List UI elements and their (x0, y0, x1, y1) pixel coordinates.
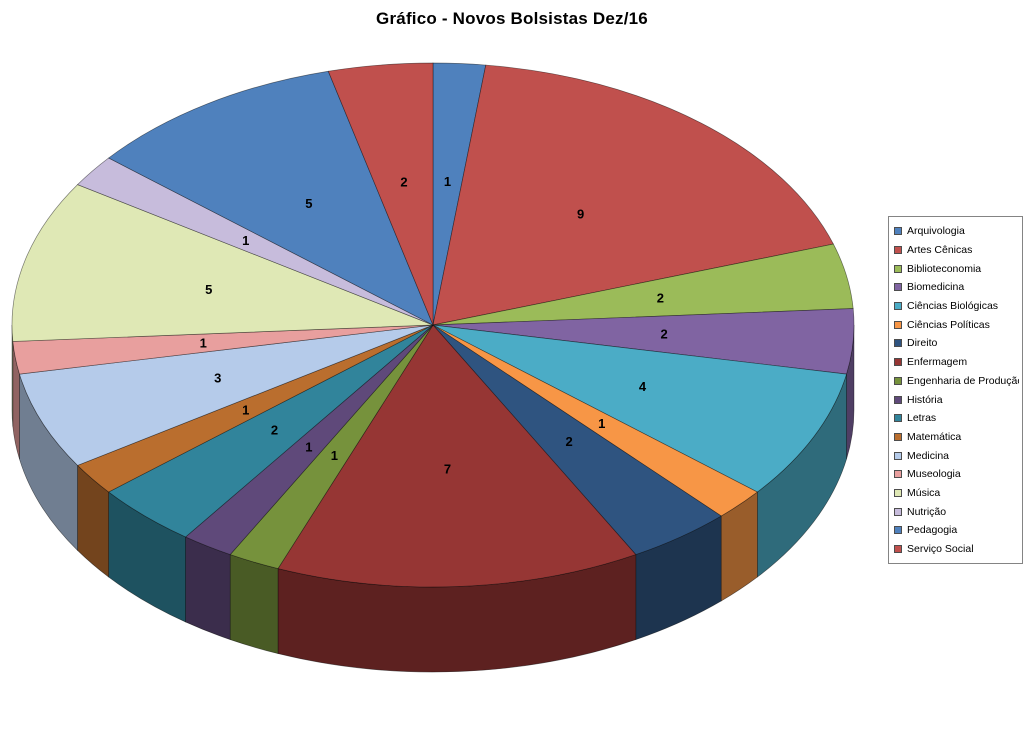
legend-item-matematica[interactable]: Matemática (894, 428, 1019, 447)
legend-label: Direito (907, 337, 938, 350)
data-label-musica: 5 (205, 282, 212, 297)
data-label-enfermagem: 7 (444, 461, 451, 476)
legend-swatch (894, 545, 902, 554)
legend-label: Pedagogia (907, 524, 958, 537)
pie-slice-ciencias-biologicas[interactable] (432, 324, 847, 493)
legend-item-ciencias-politicas[interactable]: Ciências Políticas (894, 315, 1019, 334)
data-label-museologia: 1 (200, 336, 207, 351)
legend-label: Ciências Políticas (907, 318, 990, 331)
legend-label: Letras (907, 412, 937, 425)
pie-slice-side-engenharia-de-producao (229, 554, 279, 654)
pie-slice-pedagogia[interactable] (107, 70, 434, 326)
pie-slice-medicina[interactable] (19, 324, 434, 466)
data-label-direito: 2 (565, 434, 572, 449)
legend-item-direito[interactable]: Direito (894, 334, 1019, 353)
legend-item-musica[interactable]: Música (894, 484, 1019, 503)
data-label-biblioteconomia: 2 (657, 291, 664, 306)
legend-label: Música (907, 486, 941, 499)
legend-swatch (894, 320, 902, 329)
legend-swatch (894, 488, 902, 497)
legend-label: História (907, 393, 943, 406)
legend-item-biomedicina[interactable]: Biomedicina (894, 278, 1019, 297)
data-label-artes-cenicas: 9 (577, 207, 584, 222)
legend-item-engenharia-de-producao[interactable]: Engenharia de Produção (894, 372, 1019, 391)
data-label-matematica: 1 (242, 402, 249, 417)
data-label-biomedicina: 2 (660, 327, 667, 342)
legend-label: Medicina (907, 449, 950, 462)
legend-label: Enfermagem (907, 356, 968, 369)
data-label-medicina: 3 (214, 371, 221, 386)
data-label-nutricao: 1 (242, 233, 249, 248)
data-label-ciencias-biologicas: 4 (639, 379, 647, 394)
data-label-servico-social: 2 (400, 175, 407, 190)
legend-swatch (894, 432, 902, 441)
legend-swatch (894, 526, 902, 535)
legend-label: Serviço Social (907, 543, 974, 556)
legend-swatch (894, 302, 902, 311)
legend-item-artes-cenicas[interactable]: Artes Cênicas (894, 241, 1019, 260)
legend-label: Engenharia de Produção (907, 374, 1019, 387)
legend-label: Museologia (907, 468, 961, 481)
legend-item-enfermagem[interactable]: Enfermagem (894, 353, 1019, 372)
legend-swatch (894, 376, 902, 385)
legend-swatch (894, 264, 902, 273)
legend-item-servico-social[interactable]: Serviço Social (894, 540, 1019, 559)
legend-item-historia[interactable]: História (894, 390, 1019, 409)
legend-label: Biomedicina (907, 281, 965, 294)
data-label-engenharia-de-producao: 1 (331, 448, 338, 463)
legend-item-biblioteconomia[interactable]: Biblioteconomia (894, 259, 1019, 278)
legend-label: Biblioteconomia (907, 262, 982, 275)
legend-label: Ciências Biológicas (907, 300, 999, 313)
legend-swatch (894, 283, 902, 292)
data-label-arquivologia: 1 (444, 174, 451, 189)
data-label-pedagogia: 5 (305, 196, 312, 211)
legend-item-nutricao[interactable]: Nutrição (894, 502, 1019, 521)
legend-swatch (894, 227, 902, 236)
data-label-historia: 1 (305, 439, 312, 454)
legend-swatch (894, 339, 902, 348)
data-label-letras: 2 (271, 423, 278, 438)
legend-label: Arquivologia (907, 225, 965, 238)
legend-item-medicina[interactable]: Medicina (894, 446, 1019, 465)
legend-label: Artes Cênicas (907, 244, 973, 257)
pie-slice-artes-cenicas[interactable] (432, 64, 834, 326)
legend-label: Matemática (907, 430, 962, 443)
legend: Arquivologia Artes Cênicas Biblioteconomia… (888, 216, 1023, 565)
data-label-ciencias-politicas: 1 (598, 416, 605, 431)
legend-swatch (894, 451, 902, 460)
chart-title: Gráfico - Novos Bolsistas Dez/16 (376, 9, 648, 28)
pie-slice-enfermagem[interactable] (277, 324, 637, 588)
legend-item-ciencias-biologicas[interactable]: Ciências Biológicas (894, 297, 1019, 316)
legend-item-museologia[interactable]: Museologia (894, 465, 1019, 484)
legend-swatch (894, 470, 902, 479)
legend-item-pedagogia[interactable]: Pedagogia (894, 521, 1019, 540)
legend-swatch (894, 414, 902, 423)
pie-slice-musica[interactable] (11, 184, 434, 342)
legend-item-letras[interactable]: Letras (894, 409, 1019, 428)
pie-slice-servico-social[interactable] (327, 62, 434, 326)
legend-item-arquivologia[interactable]: Arquivologia (894, 222, 1019, 241)
legend-swatch (894, 395, 902, 404)
legend-swatch (894, 507, 902, 516)
legend-swatch (894, 358, 902, 367)
legend-label: Nutrição (907, 505, 947, 518)
legend-swatch (894, 246, 902, 255)
